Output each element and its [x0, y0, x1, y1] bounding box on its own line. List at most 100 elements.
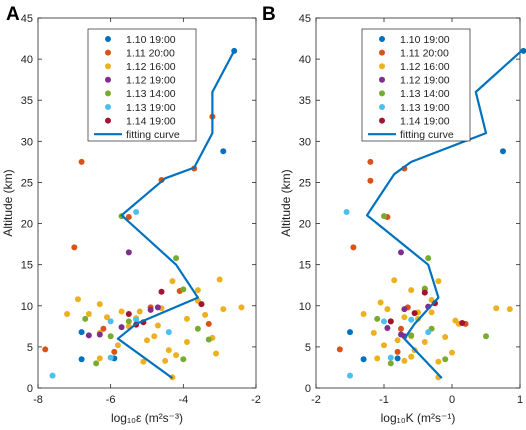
chart-a-legend-label: 1.12 16:00: [126, 61, 176, 73]
chart-a-point: [71, 244, 78, 251]
chart-a-point: [162, 357, 169, 364]
chart-b-legend-marker: [379, 63, 385, 70]
chart-b-legend-marker: [379, 104, 385, 110]
chart-b-legend-marker: [379, 90, 385, 97]
chart-b-point: [435, 358, 442, 365]
chart-a-point: [133, 209, 140, 216]
chart-b-point: [394, 348, 401, 355]
chart-a-y-tick-label: 45: [21, 13, 33, 25]
chart-a-point: [144, 337, 150, 344]
chart-a-point: [173, 352, 180, 359]
chart-a-legend-marker: [105, 36, 111, 42]
chart-b-y-axis-label: Altitude (km): [279, 169, 293, 236]
chart-a-y-tick-label: 25: [21, 177, 33, 189]
chart-b-point: [483, 333, 489, 340]
chart-b-point: [442, 356, 449, 363]
chart-b-y-tick-label: 45: [299, 13, 311, 25]
chart-b-point: [401, 357, 408, 364]
chart-a-point: [78, 329, 85, 336]
chart-a-y-tick-label: 30: [21, 136, 33, 148]
chart-a-point: [220, 306, 227, 313]
chart-a-y-tick-label: 20: [21, 219, 33, 231]
chart-a-point: [154, 322, 161, 329]
chart-b-point: [374, 355, 381, 362]
chart-a-point: [114, 342, 121, 349]
chart-b-point: [374, 315, 381, 322]
chart-b-point: [449, 349, 455, 356]
chart-b-point: [421, 289, 428, 296]
chart-b-point: [408, 332, 415, 339]
chart-a-point: [125, 318, 132, 325]
chart-a-point: [180, 356, 187, 363]
chart-a-point: [78, 158, 85, 165]
panel-letter-b: B: [262, 4, 276, 25]
chart-a-point: [118, 308, 125, 315]
chart-b-point: [493, 305, 500, 312]
chart-a-point: [180, 286, 187, 293]
chart-a-legend-label: fitting curve: [126, 129, 180, 141]
chart-b-point: [381, 342, 387, 349]
chart-b-point: [425, 255, 432, 262]
chart-a-point: [125, 213, 132, 220]
chart-a-point: [96, 331, 103, 338]
chart-b-legend-marker: [379, 117, 385, 124]
chart-a-point: [202, 311, 209, 318]
chart-b-point: [408, 353, 415, 360]
chart-b-point: [367, 158, 374, 165]
chart-a-point: [111, 348, 118, 355]
chart-a-point: [220, 148, 227, 155]
chart-a-point: [104, 314, 111, 321]
chart-a-legend-marker: [105, 49, 111, 56]
chart-b-point: [367, 177, 374, 184]
chart-a-x-axis-label: log₁₀ε (m²s⁻³): [111, 411, 183, 425]
chart-a-point: [118, 324, 125, 331]
chart-a-point: [96, 355, 103, 362]
chart-b-x-axis-label: log₁₀K (m²s⁻¹): [381, 411, 456, 425]
chart-a-point: [154, 304, 161, 311]
chart-a-point: [85, 332, 92, 339]
chart-a-y-tick-label: 5: [27, 342, 33, 354]
chart-b-legend: 1.10 19:001.11 20:00 1.12 16:00 1.12 19:00…: [361, 28, 471, 142]
chart-a-point: [194, 325, 201, 332]
chart-b-legend-label: 1.12 19:00: [400, 75, 450, 87]
chart-b-legend-label: 1.14 19:00: [400, 115, 450, 127]
chart-a-legend-label: 1.14 19:00: [126, 115, 176, 127]
chart-b-legend-label: 1.12 16:00: [400, 61, 450, 73]
chart-a-point: [183, 338, 190, 345]
chart-a-point: [49, 372, 56, 379]
chart-b-point: [347, 372, 353, 379]
chart-b-point: [459, 320, 466, 327]
chart-a-legend-label: 1.13 14:00: [126, 88, 176, 100]
chart-b-point: [520, 47, 526, 54]
chart-a-point: [205, 320, 212, 327]
chart-b-point: [387, 360, 394, 367]
chart-a-point: [213, 350, 220, 357]
chart-b-x-tick-label: -2: [311, 394, 321, 406]
chart-b-point: [336, 346, 343, 353]
chart-b-point: [421, 338, 428, 345]
chart-a-legend-label: 1.12 19:00: [126, 75, 176, 87]
chart-a-point: [93, 360, 100, 367]
chart-b-point: [360, 311, 367, 317]
chart-b-legend-label: 1.11 20:00: [400, 47, 449, 59]
chart-b-point: [350, 244, 357, 251]
chart-a-point: [158, 288, 165, 295]
chart-a-point: [151, 333, 158, 340]
chart-a-legend-label: 1.11 20:00: [126, 47, 175, 59]
chart-b-x-tick-label: 0: [449, 394, 455, 406]
chart-b-y-tick-label: 25: [299, 177, 311, 189]
chart-a-point: [216, 276, 223, 283]
chart-b-y-tick-label: 10: [299, 301, 311, 313]
chart-b-point: [394, 337, 401, 344]
chart-b-point: [384, 324, 391, 331]
chart-a-point: [78, 356, 85, 363]
chart-a-point: [96, 301, 103, 308]
chart-b-point: [401, 314, 408, 321]
chart-a-legend-marker: [105, 90, 111, 97]
chart-a-legend-marker: [105, 63, 111, 70]
chart-b-point: [435, 278, 442, 285]
chart-b-point: [421, 285, 428, 292]
chart-a-legend: 1.10 19:001.11 20:00 1.12 16:00 1.12 19:00…: [87, 28, 197, 142]
chart-b-legend-marker: [379, 49, 385, 56]
